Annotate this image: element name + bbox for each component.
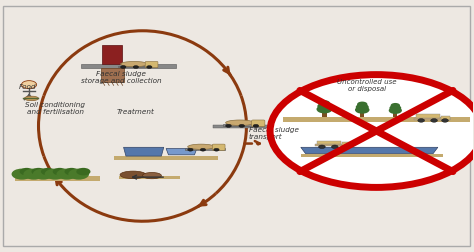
Circle shape <box>331 145 338 149</box>
Text: Faecal sludge
storage and collection: Faecal sludge storage and collection <box>81 71 162 84</box>
Bar <box>315 144 351 146</box>
Circle shape <box>318 103 331 110</box>
Bar <box>101 68 124 82</box>
Text: Uncontrolled use
or disposal: Uncontrolled use or disposal <box>337 79 397 92</box>
Bar <box>360 110 365 117</box>
Circle shape <box>146 66 152 69</box>
Ellipse shape <box>226 120 254 125</box>
Bar <box>342 142 351 146</box>
Bar <box>119 176 180 179</box>
Polygon shape <box>166 149 197 155</box>
Bar <box>15 176 100 181</box>
Bar <box>213 125 284 128</box>
Bar <box>283 117 470 122</box>
Text: Treatment: Treatment <box>117 109 155 115</box>
Circle shape <box>442 119 448 122</box>
Circle shape <box>31 168 46 175</box>
Circle shape <box>319 145 325 149</box>
Circle shape <box>253 124 259 127</box>
Circle shape <box>418 119 425 122</box>
Circle shape <box>21 81 36 89</box>
Circle shape <box>53 168 67 175</box>
Circle shape <box>41 168 55 175</box>
Bar <box>81 64 175 68</box>
Text: Faecal sludge
transport: Faecal sludge transport <box>249 127 299 140</box>
Circle shape <box>19 168 34 175</box>
Polygon shape <box>301 147 438 153</box>
Circle shape <box>64 168 79 175</box>
Circle shape <box>76 168 91 175</box>
Ellipse shape <box>24 96 38 101</box>
Text: Food: Food <box>18 84 36 90</box>
Bar <box>414 117 450 120</box>
Circle shape <box>188 148 193 151</box>
Circle shape <box>391 103 400 108</box>
Circle shape <box>214 148 219 151</box>
Bar <box>441 116 450 120</box>
Bar <box>416 114 440 117</box>
Circle shape <box>120 66 126 69</box>
Circle shape <box>342 145 349 149</box>
Ellipse shape <box>120 171 146 179</box>
Ellipse shape <box>188 144 215 149</box>
Circle shape <box>239 124 245 127</box>
Polygon shape <box>124 147 164 156</box>
Bar <box>301 153 443 156</box>
Circle shape <box>45 169 65 180</box>
Circle shape <box>390 105 401 111</box>
Circle shape <box>357 102 367 107</box>
Bar <box>223 124 264 126</box>
Circle shape <box>270 75 474 187</box>
Bar <box>114 156 218 160</box>
FancyBboxPatch shape <box>145 61 158 68</box>
Circle shape <box>355 106 370 114</box>
Circle shape <box>133 66 138 69</box>
FancyBboxPatch shape <box>252 120 265 127</box>
Circle shape <box>356 104 369 111</box>
Bar <box>118 66 157 67</box>
Ellipse shape <box>143 172 161 179</box>
Circle shape <box>319 100 330 106</box>
FancyBboxPatch shape <box>212 144 225 150</box>
Circle shape <box>33 169 54 180</box>
Bar <box>322 109 327 117</box>
Circle shape <box>68 169 89 180</box>
Bar <box>185 148 225 150</box>
Circle shape <box>389 107 402 114</box>
Circle shape <box>11 169 32 180</box>
Bar <box>102 45 122 64</box>
Circle shape <box>431 119 438 122</box>
Circle shape <box>23 169 44 180</box>
Bar <box>393 110 397 117</box>
Text: Soil conditioning
and fertilisation: Soil conditioning and fertilisation <box>25 102 85 115</box>
Bar <box>317 141 341 144</box>
Circle shape <box>201 148 206 151</box>
Circle shape <box>56 169 77 180</box>
Circle shape <box>226 124 231 127</box>
Circle shape <box>317 105 332 113</box>
Ellipse shape <box>120 61 147 67</box>
